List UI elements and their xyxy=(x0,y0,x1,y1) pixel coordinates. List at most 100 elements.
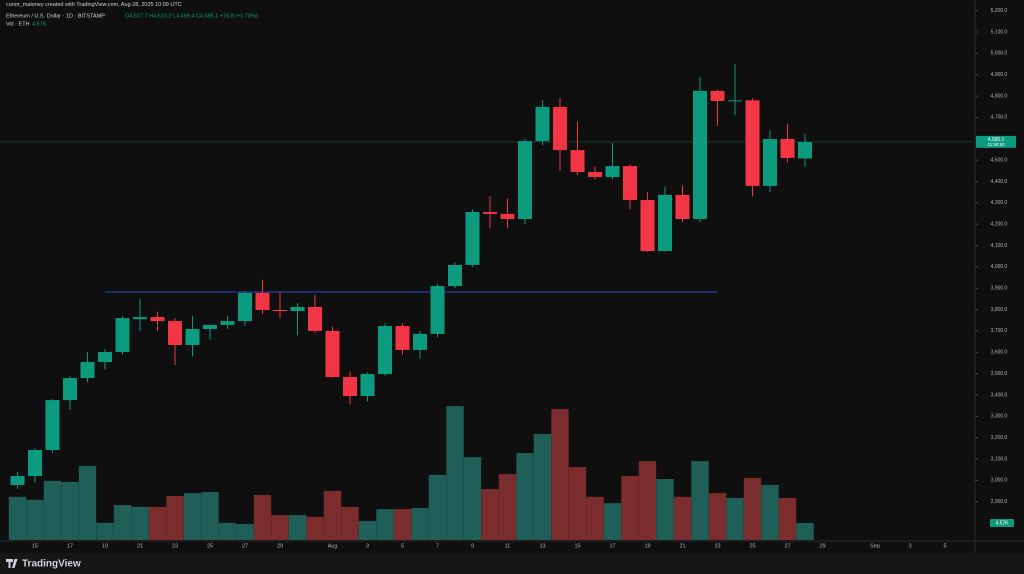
candle-body xyxy=(185,328,200,345)
volume-bar xyxy=(306,516,324,540)
brand-name: TradingView xyxy=(22,559,81,570)
candle-body xyxy=(273,309,287,312)
candle-body xyxy=(780,138,795,158)
y-tick-label: 4,200.0 xyxy=(991,221,1008,227)
volume-bar xyxy=(341,506,359,540)
candle-body xyxy=(763,138,777,186)
x-tick-label: 19 xyxy=(102,543,108,549)
volume-bar xyxy=(43,480,62,540)
candle-body xyxy=(378,325,392,375)
candle-body xyxy=(290,306,305,312)
candle-body xyxy=(325,330,340,378)
candle-body xyxy=(238,292,252,322)
volume-bar xyxy=(201,492,219,540)
volume-bar xyxy=(691,461,709,540)
volume-bar xyxy=(708,493,727,540)
candle-body xyxy=(45,400,60,451)
volume-bar xyxy=(463,457,482,540)
y-tick-label: 5,200.0 xyxy=(991,8,1008,14)
y-tick-label: 3,300.0 xyxy=(991,414,1008,420)
candle-body xyxy=(798,141,812,159)
x-tick-label: 21 xyxy=(137,543,143,549)
volume-bar xyxy=(603,503,622,540)
candle-body xyxy=(483,211,497,214)
candle-body xyxy=(518,141,532,220)
x-tick-label: 21 xyxy=(679,543,685,549)
candle-body xyxy=(98,352,112,363)
y-tick-label: 2,900.0 xyxy=(991,499,1008,505)
volume-bar xyxy=(533,433,552,540)
candle-body xyxy=(133,317,147,320)
y-tick-label: 4,800.0 xyxy=(991,93,1008,99)
last-price-badge xyxy=(976,135,1016,148)
x-tick-label: 5 xyxy=(943,543,946,549)
candle-body xyxy=(448,264,462,287)
x-tick-label: 25 xyxy=(749,543,755,549)
volume-bar xyxy=(96,522,114,540)
candle-body xyxy=(150,317,165,322)
volume-bar xyxy=(481,489,499,540)
y-tick-label: 4,000.0 xyxy=(991,264,1008,270)
volume-bar xyxy=(271,515,289,540)
volume-bar xyxy=(131,506,149,540)
y-tick-label: 3,000.0 xyxy=(991,478,1008,484)
volume-bar xyxy=(253,494,272,540)
x-tick-label: 23 xyxy=(714,543,720,549)
volume-bar xyxy=(358,521,377,540)
brand: TradingView xyxy=(6,559,81,570)
x-tick-label: 7 xyxy=(436,543,439,549)
x-tick-label: 17 xyxy=(609,543,615,549)
volume-bar xyxy=(568,467,587,540)
x-tick-label: Aug xyxy=(328,543,338,549)
candle-body xyxy=(623,166,637,201)
y-tick-label: 3,100.0 xyxy=(991,456,1008,462)
candle-body xyxy=(500,213,515,220)
footer xyxy=(0,553,1024,574)
candle-body xyxy=(28,450,42,477)
y-tick-label: 4,500.0 xyxy=(991,157,1008,163)
x-tick-label: 9 xyxy=(471,543,474,549)
brand-logo xyxy=(6,559,18,568)
volume-bar xyxy=(778,497,797,540)
x-tick-label: 23 xyxy=(172,543,178,549)
volume-bar xyxy=(743,477,762,540)
volume-bar xyxy=(148,506,167,540)
y-tick-label: 4,100.0 xyxy=(991,243,1008,249)
candle-body xyxy=(343,377,357,397)
x-tick-label: 5 xyxy=(401,543,404,549)
candle-body xyxy=(308,306,322,331)
volume-bar xyxy=(236,524,254,540)
x-tick-label: 15 xyxy=(32,543,38,549)
volume-bar xyxy=(183,493,202,540)
volume-bar xyxy=(656,478,674,540)
volume-bar xyxy=(796,522,814,540)
volume-badge xyxy=(990,518,1014,527)
volume-bar xyxy=(218,522,237,540)
volume-bar xyxy=(78,465,97,540)
volume-bar xyxy=(726,497,744,540)
y-tick-label: 3,200.0 xyxy=(991,435,1008,441)
candle-body xyxy=(360,374,375,397)
y-tick-label: 4,900.0 xyxy=(991,72,1008,78)
volume-bar xyxy=(26,499,44,540)
volume-bar xyxy=(621,476,639,540)
x-tick-label: 27 xyxy=(784,543,790,549)
volume-bar xyxy=(61,481,79,540)
candle-body xyxy=(640,200,655,252)
x-tick-label: 11 xyxy=(505,543,511,549)
candle-body xyxy=(115,318,130,353)
y-tick-label: 4,400.0 xyxy=(991,179,1008,185)
volume-bar xyxy=(551,409,569,540)
candle-body xyxy=(80,362,95,379)
candle-body xyxy=(570,150,585,173)
y-tick-label: 3,400.0 xyxy=(991,392,1008,398)
y-tick-label: 5,100.0 xyxy=(991,29,1008,35)
volume-bar xyxy=(428,474,447,540)
y-tick-label: 3,600.0 xyxy=(991,350,1008,356)
y-tick-label: 4,300.0 xyxy=(991,200,1008,206)
volume-title: Vol · ETH xyxy=(6,21,30,27)
credit: conor_maloney created with TradingView.c… xyxy=(6,2,182,8)
volume-bar xyxy=(516,452,534,540)
x-tick-label: 29 xyxy=(819,543,825,549)
